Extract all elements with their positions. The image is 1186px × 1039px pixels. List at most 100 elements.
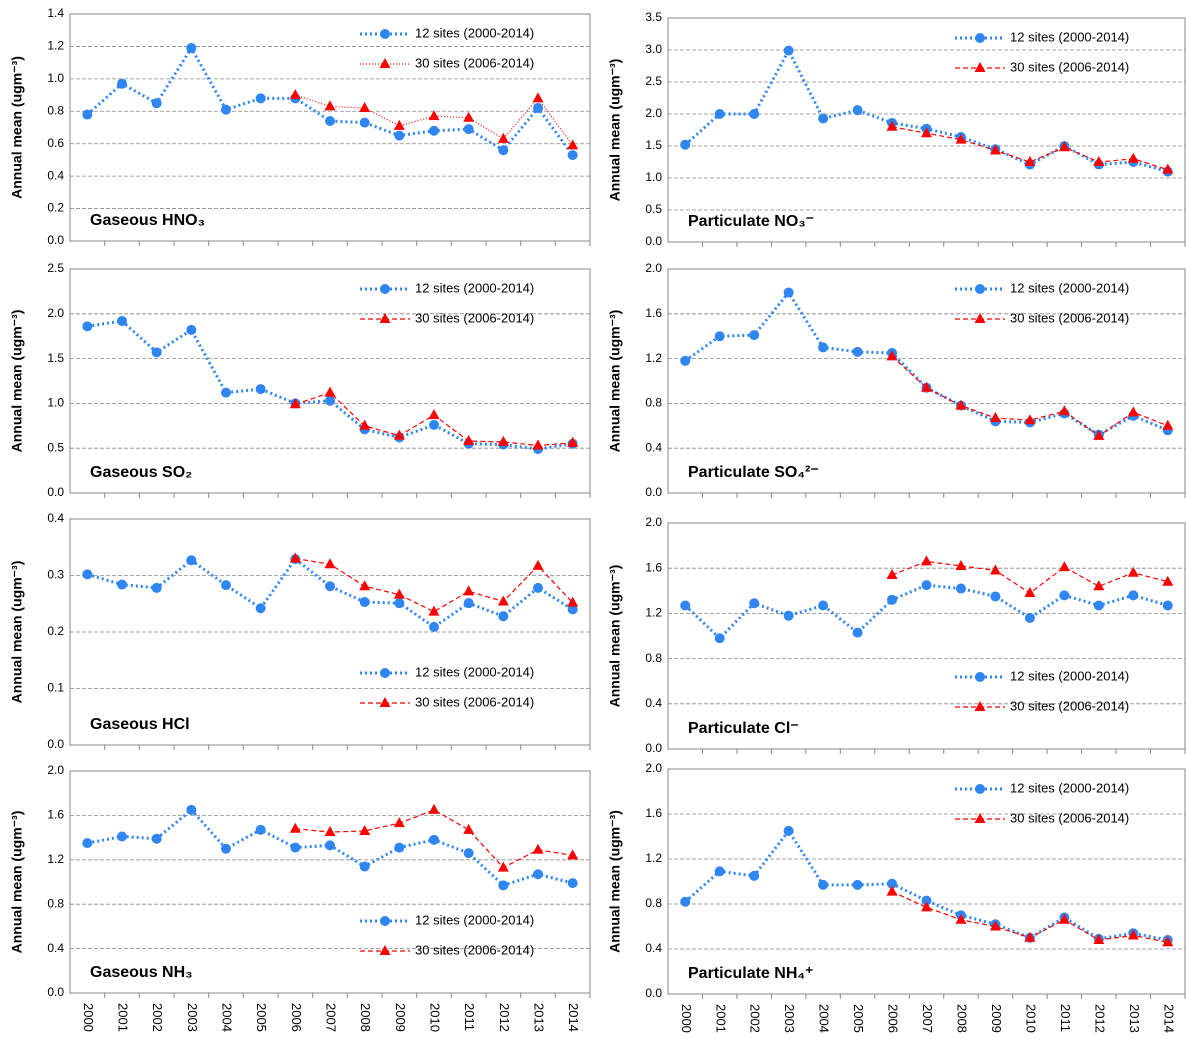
marker	[714, 866, 725, 877]
x-tick-label: 2010	[428, 1003, 443, 1032]
marker	[886, 350, 898, 361]
x-tick-label: 2014	[1161, 1004, 1176, 1033]
series-line	[295, 94, 574, 146]
y-tick-label: 1.2	[47, 852, 64, 866]
plot-frame	[667, 522, 1186, 750]
x-tick-label: 2013	[1127, 1004, 1142, 1033]
y-axis-label: Annual mean (ugm⁻³)	[9, 310, 25, 453]
marker	[921, 555, 932, 566]
marker	[567, 150, 578, 161]
marker	[783, 45, 794, 56]
x-tick-label: 2011	[462, 1003, 477, 1031]
x-tick-label: 2000	[81, 1003, 96, 1032]
marker	[533, 582, 543, 593]
marker	[1162, 163, 1174, 174]
y-tick-label: 0.0	[645, 485, 662, 499]
marker	[380, 29, 390, 39]
legend-label: 30 sites (2006-2014)	[415, 694, 534, 709]
series-line	[684, 583, 1169, 641]
y-tick-label: 0.3	[47, 568, 64, 582]
marker	[975, 672, 985, 682]
marker	[533, 103, 543, 114]
marker	[921, 895, 932, 906]
marker	[974, 62, 986, 72]
y-tick-label: 0.4	[47, 168, 64, 182]
x-tick-label: 2003	[782, 1004, 797, 1033]
marker	[1162, 600, 1173, 611]
marker	[1162, 419, 1174, 430]
marker	[975, 33, 985, 43]
plot-frame	[69, 13, 591, 242]
marker	[1127, 406, 1139, 417]
marker	[82, 838, 93, 849]
x-tick-label: 2006	[886, 1004, 901, 1033]
y-axis-label: Annual mean (ugm⁻³)	[607, 565, 623, 708]
x-tick-label: 2004	[817, 1004, 832, 1033]
marker	[497, 435, 509, 446]
marker	[117, 831, 127, 842]
panel-title: Particulate NH₄⁺	[688, 965, 813, 982]
marker	[1024, 612, 1035, 623]
y-tick-label: 1.6	[645, 560, 662, 574]
marker	[1093, 429, 1105, 440]
marker	[394, 842, 405, 853]
marker	[394, 130, 405, 141]
y-tick-label: 0.8	[645, 396, 662, 410]
marker	[289, 552, 301, 563]
marker	[989, 144, 1001, 155]
marker	[783, 825, 794, 836]
y-tick-label: 0.8	[645, 651, 662, 665]
legend-label: 30 sites (2006-2014)	[415, 942, 534, 957]
y-tick-label: 0.4	[47, 941, 64, 955]
y-tick-label: 2.0	[47, 763, 64, 777]
marker	[221, 104, 231, 115]
marker	[567, 596, 579, 607]
marker	[680, 600, 691, 611]
marker	[325, 581, 335, 592]
marker	[783, 287, 794, 298]
marker	[255, 603, 266, 614]
marker	[533, 869, 543, 880]
marker	[359, 419, 371, 430]
marker	[1093, 156, 1105, 166]
marker	[221, 843, 231, 854]
marker	[359, 824, 371, 835]
plot-frame	[69, 518, 591, 746]
legend-label: 30 sites (2006-2014)	[1010, 698, 1129, 713]
x-tick-label: 2007	[324, 1003, 339, 1032]
panel-title: Particulate SO₄²⁻	[688, 464, 819, 481]
marker	[852, 627, 863, 638]
x-tick-label: 2007	[920, 1004, 935, 1033]
marker	[989, 411, 1001, 422]
legend-label: 12 sites (2000-2014)	[1010, 780, 1129, 795]
marker	[186, 804, 197, 815]
marker	[379, 313, 391, 323]
legend-label: 12 sites (2000-2014)	[415, 912, 534, 927]
marker	[463, 823, 475, 834]
y-tick-label: 1.0	[47, 396, 64, 410]
marker	[393, 817, 405, 828]
marker	[886, 568, 898, 579]
marker	[921, 381, 932, 392]
marker	[567, 878, 578, 889]
marker	[852, 879, 863, 890]
marker	[429, 834, 439, 845]
y-tick-label: 0.0	[47, 985, 64, 999]
marker	[1162, 936, 1174, 947]
marker	[324, 558, 336, 569]
legend-label: 30 sites (2006-2014)	[1010, 59, 1129, 74]
marker	[955, 583, 966, 594]
marker	[532, 843, 544, 854]
marker	[255, 384, 266, 395]
marker	[1162, 575, 1174, 586]
marker	[921, 901, 932, 912]
marker	[818, 879, 829, 890]
y-tick-label: 0.2	[47, 201, 64, 215]
marker	[714, 633, 725, 644]
y-tick-label: 0.5	[47, 440, 64, 454]
marker	[289, 398, 301, 409]
marker	[463, 435, 475, 446]
y-axis-label: Annual mean (ugm⁻³)	[607, 59, 623, 202]
marker	[990, 591, 1001, 602]
marker	[379, 58, 391, 68]
